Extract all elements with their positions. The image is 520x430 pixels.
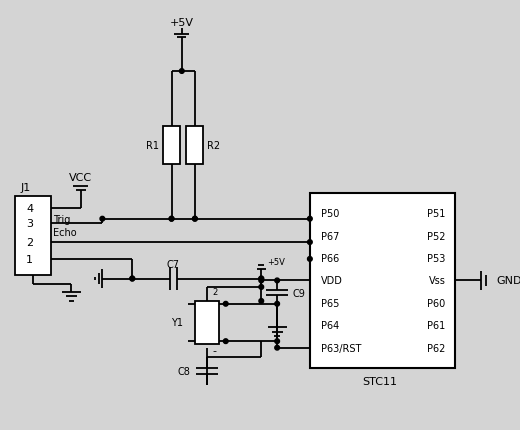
Circle shape xyxy=(192,217,197,221)
Circle shape xyxy=(192,217,197,221)
Circle shape xyxy=(224,339,228,344)
Text: P53: P53 xyxy=(427,253,446,263)
Text: P66: P66 xyxy=(321,253,340,263)
Circle shape xyxy=(259,276,264,281)
Circle shape xyxy=(259,299,264,304)
Text: GND: GND xyxy=(496,276,520,286)
Text: +5V: +5V xyxy=(267,258,285,267)
Text: P60: P60 xyxy=(427,298,446,308)
Circle shape xyxy=(275,339,279,344)
Bar xyxy=(310,193,455,369)
Text: P50: P50 xyxy=(321,209,340,218)
Circle shape xyxy=(130,276,135,281)
Text: Y1: Y1 xyxy=(171,318,183,328)
Text: C8: C8 xyxy=(177,366,190,376)
Bar xyxy=(16,197,51,275)
Text: Vss: Vss xyxy=(428,276,446,286)
Text: VDD: VDD xyxy=(321,276,343,286)
Circle shape xyxy=(224,302,228,307)
Text: Echo: Echo xyxy=(53,227,76,237)
Text: Trig: Trig xyxy=(53,214,70,224)
Bar xyxy=(187,127,203,164)
Text: P51: P51 xyxy=(427,209,446,218)
Text: STC11: STC11 xyxy=(362,377,397,387)
Text: 2: 2 xyxy=(213,287,218,296)
Circle shape xyxy=(307,240,312,245)
Text: P63/RST: P63/RST xyxy=(321,343,361,353)
Circle shape xyxy=(307,217,312,221)
Text: R2: R2 xyxy=(207,141,220,150)
Text: 3: 3 xyxy=(26,219,33,229)
Text: VCC: VCC xyxy=(69,172,93,182)
Text: C9: C9 xyxy=(292,288,305,298)
Text: P52: P52 xyxy=(427,231,446,241)
Text: P62: P62 xyxy=(427,343,446,353)
Circle shape xyxy=(169,217,174,221)
Circle shape xyxy=(179,70,184,74)
Text: P67: P67 xyxy=(321,231,340,241)
Circle shape xyxy=(275,302,279,307)
Text: C7: C7 xyxy=(167,259,180,269)
Circle shape xyxy=(259,276,264,281)
Circle shape xyxy=(259,285,264,290)
Text: P61: P61 xyxy=(427,320,446,331)
Circle shape xyxy=(100,217,105,221)
Text: 1: 1 xyxy=(26,254,33,264)
Text: J1: J1 xyxy=(20,182,30,193)
Circle shape xyxy=(275,278,279,283)
Text: P65: P65 xyxy=(321,298,340,308)
Text: R1: R1 xyxy=(146,141,159,150)
Text: 2: 2 xyxy=(26,237,33,248)
Circle shape xyxy=(307,257,312,261)
Bar xyxy=(195,301,219,344)
Circle shape xyxy=(275,346,279,350)
Circle shape xyxy=(130,276,135,281)
Circle shape xyxy=(259,278,264,283)
Bar xyxy=(163,127,180,164)
Text: P64: P64 xyxy=(321,320,340,331)
Text: +5V: +5V xyxy=(170,18,194,28)
Circle shape xyxy=(169,217,174,221)
Text: 4: 4 xyxy=(26,204,33,214)
Text: -: - xyxy=(213,346,217,356)
